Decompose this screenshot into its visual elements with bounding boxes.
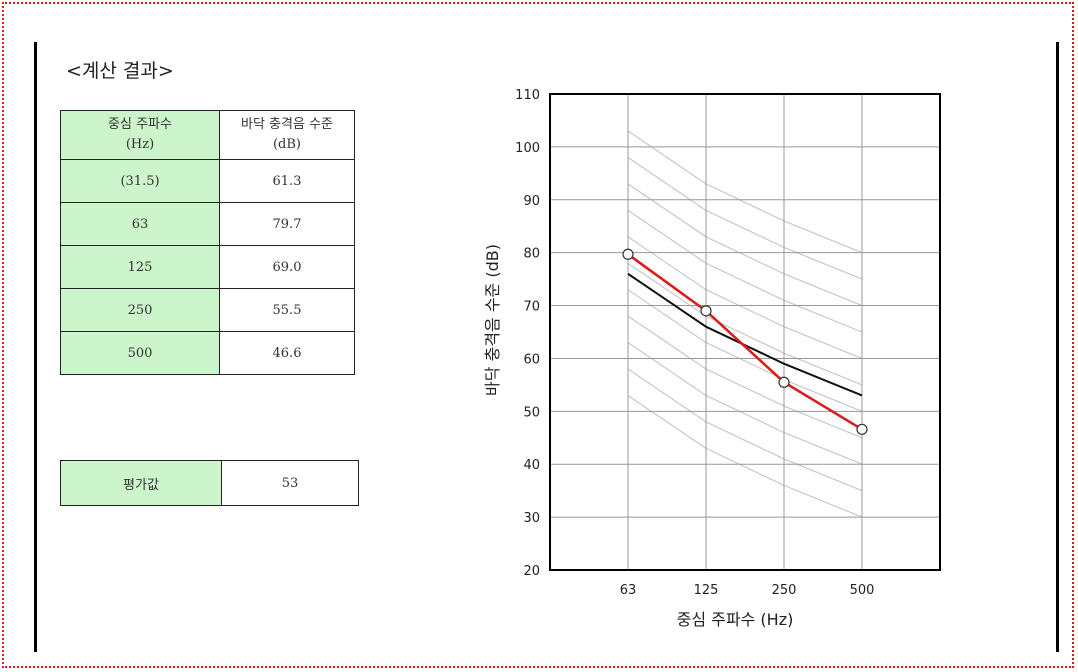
reference-curves bbox=[627, 130, 863, 518]
cell-frequency: 500 bbox=[60, 331, 220, 375]
page-title: <계산 결과> bbox=[66, 60, 174, 82]
header-frequency-unit: (Hz) bbox=[125, 137, 155, 152]
cell-level: 46.6 bbox=[219, 331, 355, 375]
results-table: 중심 주파수 (Hz) 바닥 충격음 수준 (dB) (31.5) 61.3 6… bbox=[60, 110, 355, 375]
y-tick-label: 20 bbox=[523, 564, 540, 579]
measured-line bbox=[627, 253, 863, 431]
reference-curve bbox=[627, 262, 863, 386]
y-tick-label: 40 bbox=[523, 458, 540, 473]
table-row: 500 46.6 bbox=[60, 331, 355, 375]
x-tick-label: 500 bbox=[850, 583, 875, 598]
cell-level: 61.3 bbox=[219, 159, 355, 203]
reference-curve bbox=[627, 342, 863, 465]
cell-level: 55.5 bbox=[219, 288, 355, 332]
reference-curve bbox=[627, 130, 863, 254]
cell-level: 69.0 bbox=[219, 245, 355, 289]
table-row: 250 55.5 bbox=[60, 288, 355, 332]
table-header-row: 중심 주파수 (Hz) 바닥 충격음 수준 (dB) bbox=[60, 110, 355, 160]
y-tick-label: 50 bbox=[523, 405, 540, 420]
x-axis-label: 중심 주파수 (Hz) bbox=[677, 610, 794, 629]
header-level-label: 바닥 충격음 수준 bbox=[241, 117, 333, 132]
cell-frequency: 125 bbox=[60, 245, 220, 289]
header-frequency-label: 중심 주파수 bbox=[108, 117, 172, 132]
plot-border bbox=[549, 93, 941, 571]
header-level: 바닥 충격음 수준 (dB) bbox=[219, 110, 355, 160]
table-row: 63 79.7 bbox=[60, 202, 355, 246]
reference-curve bbox=[627, 368, 863, 492]
reference-curve bbox=[627, 289, 863, 412]
cell-frequency: 63 bbox=[60, 202, 220, 246]
chart-grid bbox=[549, 93, 941, 571]
y-tick-label: 70 bbox=[523, 300, 540, 315]
score-value: 53 bbox=[221, 460, 359, 506]
right-divider bbox=[1056, 42, 1059, 652]
cell-level: 79.7 bbox=[219, 202, 355, 246]
data-point bbox=[856, 423, 868, 435]
reference-curve bbox=[627, 156, 863, 280]
data-point bbox=[622, 248, 634, 260]
x-tick-label: 250 bbox=[772, 583, 797, 598]
impact-level-chart: 20 30 40 50 60 70 80 90 100 110 63 125 250 500 중심 주파수… bbox=[483, 88, 941, 629]
reference-curve bbox=[627, 209, 863, 333]
chart-series bbox=[622, 248, 868, 435]
table-row: 125 69.0 bbox=[60, 245, 355, 289]
data-point bbox=[778, 376, 790, 388]
axis-ticks: 20 30 40 50 60 70 80 90 100 110 63 125 250 500 bbox=[515, 88, 874, 598]
score-table: 평가값 53 bbox=[60, 460, 359, 506]
table-row: (31.5) 61.3 bbox=[60, 159, 355, 203]
left-divider bbox=[34, 42, 37, 652]
data-point bbox=[700, 305, 712, 317]
y-tick-label: 60 bbox=[523, 352, 540, 367]
score-row: 평가값 53 bbox=[60, 460, 359, 506]
cell-frequency: 250 bbox=[60, 288, 220, 332]
y-tick-label: 100 bbox=[515, 141, 540, 156]
y-tick-label: 90 bbox=[523, 194, 540, 209]
reference-curve bbox=[627, 315, 863, 439]
x-tick-label: 63 bbox=[620, 583, 637, 598]
y-tick-label: 110 bbox=[515, 88, 540, 103]
cell-frequency: (31.5) bbox=[60, 159, 220, 203]
header-frequency: 중심 주파수 (Hz) bbox=[60, 110, 220, 160]
y-tick-label: 30 bbox=[523, 511, 540, 526]
reference-curve bbox=[627, 394, 863, 518]
y-axis-label: 바닥 충격음 수준 (dB) bbox=[483, 244, 502, 396]
x-tick-label: 125 bbox=[694, 583, 719, 598]
y-tick-label: 80 bbox=[523, 247, 540, 262]
score-label: 평가값 bbox=[60, 460, 222, 506]
reference-curve bbox=[627, 183, 863, 307]
header-level-unit: (dB) bbox=[272, 137, 302, 152]
reference-curve bbox=[627, 236, 863, 360]
